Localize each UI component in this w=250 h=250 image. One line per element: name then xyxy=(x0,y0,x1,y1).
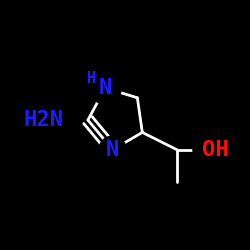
Circle shape xyxy=(89,72,121,104)
Text: OH: OH xyxy=(202,140,228,160)
Text: N: N xyxy=(106,140,119,160)
Circle shape xyxy=(99,136,126,163)
Circle shape xyxy=(28,98,73,142)
Text: H: H xyxy=(87,70,96,86)
Text: N: N xyxy=(98,78,112,98)
Text: H2N: H2N xyxy=(23,110,64,130)
Circle shape xyxy=(193,132,228,167)
